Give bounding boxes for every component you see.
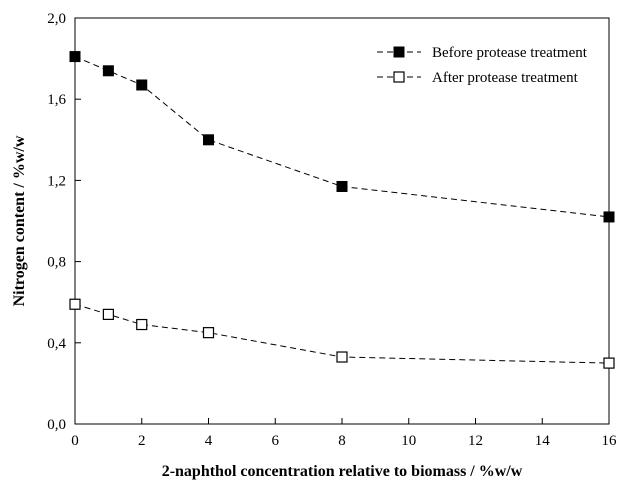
x-tick-label: 6 — [272, 433, 280, 449]
y-axis: 0,0 0,4 0,8 1,2 1,6 2,0 — [47, 11, 81, 433]
series-group — [69, 51, 615, 369]
data-point — [69, 51, 81, 63]
data-point — [603, 211, 615, 223]
y-tick-label: 0,0 — [47, 417, 66, 433]
legend-label: Before protease treatment — [432, 45, 588, 61]
x-tick-label: 0 — [71, 433, 79, 449]
data-point — [69, 298, 81, 310]
legend-label: After protease treatment — [432, 70, 579, 86]
y-axis-title: Nitrogen content / %w/w — [11, 135, 28, 306]
legend-marker — [393, 71, 405, 83]
data-point — [102, 65, 114, 77]
legend-marker — [393, 46, 405, 58]
x-tick-label: 4 — [205, 433, 213, 449]
legend: Before protease treatment After protease … — [377, 45, 588, 86]
x-axis: 0 2 4 6 8 10 12 14 16 — [71, 418, 617, 449]
x-tick-label: 2 — [138, 433, 146, 449]
series-line-1 — [74, 56, 610, 218]
y-tick-label: 2,0 — [47, 11, 66, 27]
y-tick-label: 0,4 — [47, 336, 66, 352]
y-tick-label: 0,8 — [47, 255, 66, 271]
y-tick-label: 1,6 — [47, 92, 66, 108]
x-tick-label: 14 — [535, 433, 551, 449]
x-tick-label: 8 — [338, 433, 346, 449]
data-point — [102, 308, 114, 320]
data-point — [336, 351, 348, 363]
series-line-2 — [74, 303, 610, 364]
y-tick-label: 1,2 — [47, 173, 66, 189]
x-tick-label: 10 — [401, 433, 416, 449]
x-axis-title: 2-naphthol concentration relative to bio… — [162, 463, 523, 480]
data-point — [336, 180, 348, 192]
data-point — [603, 357, 615, 369]
data-point — [202, 327, 215, 339]
data-point — [203, 134, 214, 146]
data-point — [136, 318, 148, 331]
x-tick-label: 12 — [468, 433, 483, 449]
data-point — [136, 79, 148, 91]
x-tick-label: 16 — [602, 433, 618, 449]
